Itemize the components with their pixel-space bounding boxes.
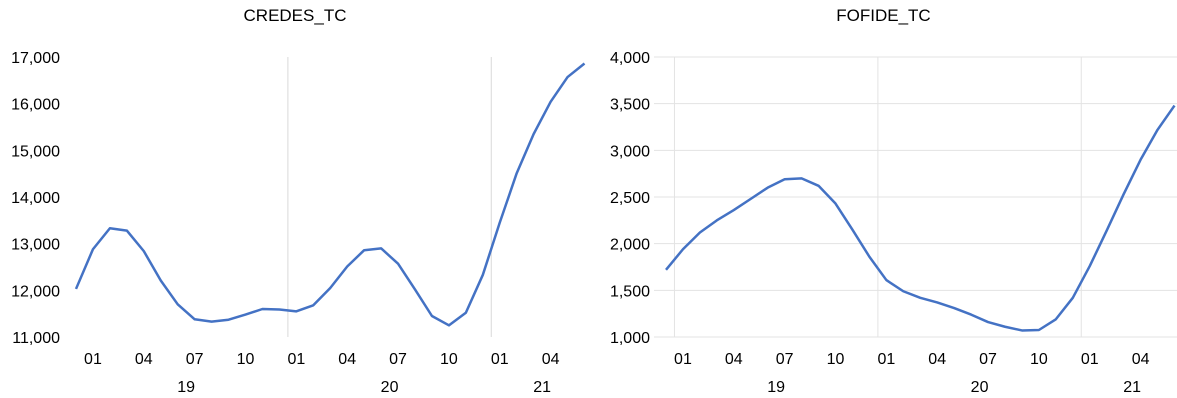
- x-tick-label: 07: [776, 351, 794, 368]
- chart-credes: CREDES_TC 11,000 12,000 13,000 14,000 15,000…: [11, 6, 586, 396]
- x-tick-label: 04: [542, 351, 560, 368]
- y-tick-label: 12,000: [11, 283, 60, 300]
- y-tick-label: 1,500: [610, 283, 650, 300]
- y-axis-labels: 11,000 12,000 13,000 14,000 15,000 16,000 17,0…: [11, 50, 60, 347]
- x-year-label: 19: [177, 379, 195, 396]
- y-tick-label: 13,000: [11, 237, 60, 254]
- x-year-label: 21: [533, 379, 551, 396]
- y-tick-label: 2,500: [610, 190, 650, 207]
- x-tick-label: 01: [84, 351, 102, 368]
- chart-fofide: FOFIDE_TC 1,000 1,500 2,000 2,500 3,000 3,500…: [590, 0, 1177, 398]
- x-tick-label: 01: [674, 351, 692, 368]
- x-tick-label: 04: [928, 351, 946, 368]
- x-tick-label: 01: [877, 351, 895, 368]
- y-tick-label: 2,000: [610, 237, 650, 254]
- x-tick-label: 10: [440, 351, 458, 368]
- x-tick-label: 10: [827, 351, 845, 368]
- x-tick-label: 04: [338, 351, 356, 368]
- x-tick-label: 07: [389, 351, 407, 368]
- y-tick-label: 17,000: [11, 50, 60, 67]
- x-year-label: 20: [971, 379, 989, 396]
- x-tick-label: 04: [725, 351, 743, 368]
- series-line: [74, 62, 586, 327]
- x-year-label: 20: [381, 379, 399, 396]
- y-tick-label: 3,500: [610, 97, 650, 114]
- x-year-label: 19: [767, 379, 785, 396]
- y-tick-label: 1,000: [610, 330, 650, 347]
- x-tick-label: 04: [1132, 351, 1150, 368]
- x-tick-label: 01: [1081, 351, 1099, 368]
- x-tick-label: 07: [979, 351, 997, 368]
- x-tick-label: 10: [1030, 351, 1048, 368]
- x-tick-label: 01: [287, 351, 305, 368]
- x-tick-label: 01: [491, 351, 509, 368]
- chart-plot-credes: 11,000 12,000 13,000 14,000 15,000 16,000 17,0…: [11, 50, 586, 396]
- y-tick-label: 3,000: [610, 143, 650, 160]
- chart-title: CREDES_TC: [243, 6, 347, 25]
- y-tick-label: 16,000: [11, 97, 60, 114]
- chart-plot-fofide: 1,000 1,500 2,000 2,500 3,000 3,500 4,000 01 04 0…: [610, 50, 1177, 396]
- y-axis-labels: 1,000 1,500 2,000 2,500 3,000 3,500 4,000: [610, 50, 650, 347]
- y-tick-label: 15,000: [11, 143, 60, 160]
- chart-title: FOFIDE_TC: [836, 6, 931, 25]
- y-tick-label: 11,000: [12, 330, 60, 347]
- x-tick-label: 10: [237, 351, 255, 368]
- x-tick-label: 04: [135, 351, 153, 368]
- x-tick-label: 07: [186, 351, 204, 368]
- y-tick-label: 4,000: [610, 50, 650, 67]
- y-tick-label: 14,000: [11, 190, 60, 207]
- x-year-label: 21: [1123, 379, 1141, 396]
- series-line: [665, 104, 1176, 332]
